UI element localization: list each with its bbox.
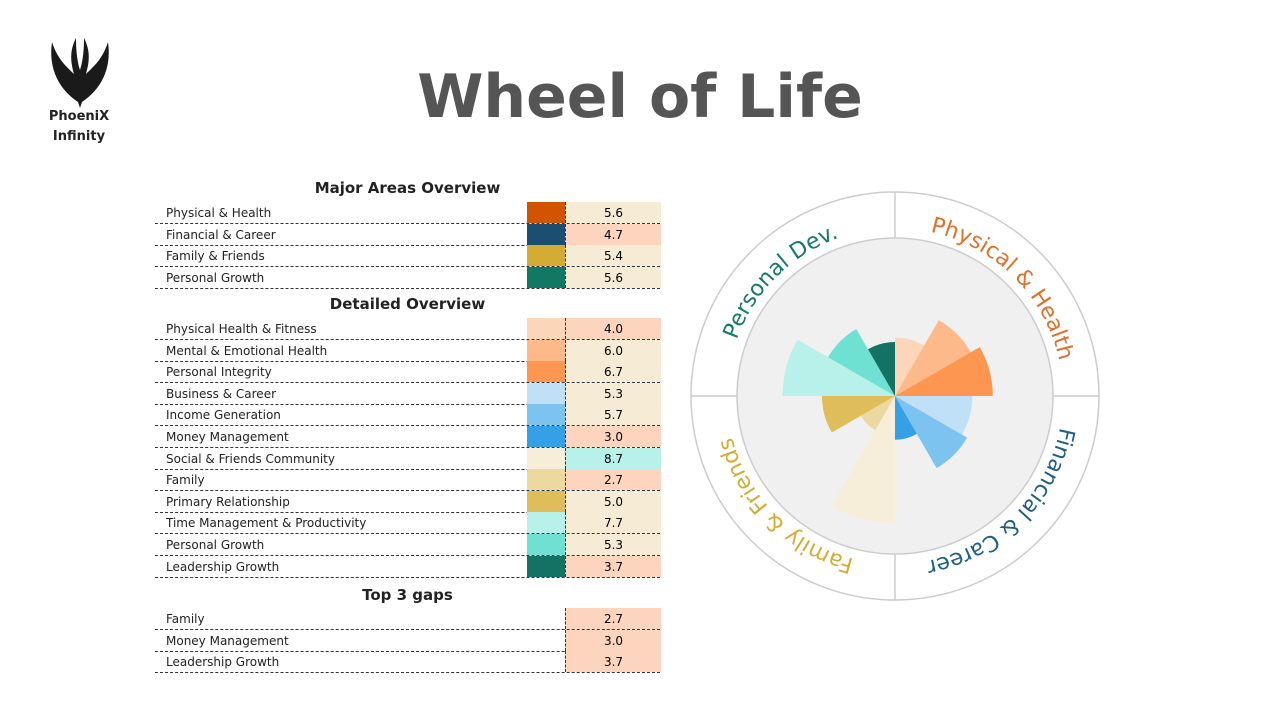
row-value: 8.7 <box>565 447 661 469</box>
color-swatch <box>527 202 565 223</box>
color-swatch <box>527 490 565 512</box>
row-label: Time Management & Productivity <box>166 516 367 531</box>
color-swatch <box>527 512 565 534</box>
row-value: 2.7 <box>565 469 661 491</box>
row-label: Business & Career <box>166 386 277 401</box>
wedge <box>895 396 973 435</box>
row-label: Family <box>166 473 205 488</box>
table-row: Leadership Growth 3.7 <box>155 555 661 578</box>
page-title: Wheel of Life <box>417 62 863 132</box>
table-row: Business & Career 5.3 <box>155 382 661 405</box>
row-value: 2.7 <box>565 608 661 629</box>
wedge <box>895 337 925 396</box>
color-swatch <box>527 447 565 469</box>
row-value: 6.7 <box>565 361 661 383</box>
row-value: 3.0 <box>565 426 661 447</box>
wedge <box>895 347 993 396</box>
color-swatch <box>527 534 565 555</box>
row-label: Personal Growth <box>166 270 265 285</box>
table-row: Family 2.7 <box>155 469 661 492</box>
table-row: Mental & Emotional Health 6.0 <box>155 339 661 362</box>
wedge <box>831 396 895 524</box>
color-swatch <box>527 361 565 383</box>
wedge <box>860 396 895 431</box>
wedge <box>782 339 895 396</box>
color-swatch <box>527 266 565 288</box>
table-row: Family & Friends 5.4 <box>155 245 661 268</box>
row-label: Family & Friends <box>166 249 265 264</box>
row-value: 3.0 <box>565 629 661 651</box>
row-label: Physical Health & Fitness <box>166 322 317 336</box>
row-value: 4.0 <box>565 318 661 339</box>
table-row: Income Generation 5.7 <box>155 404 661 427</box>
color-swatch <box>527 245 565 267</box>
color-swatch <box>527 318 565 339</box>
row-label: Family <box>166 612 205 626</box>
row-value: 6.0 <box>565 339 661 361</box>
row-value: 3.7 <box>565 555 661 577</box>
row-value: 5.4 <box>565 245 661 267</box>
row-value: 5.6 <box>565 202 661 223</box>
row-value: 3.7 <box>565 651 661 673</box>
row-value: 5.7 <box>565 404 661 426</box>
color-swatch <box>527 469 565 491</box>
wedge <box>827 328 895 396</box>
table-row: Time Management & Productivity 7.7 <box>155 512 661 535</box>
wedge <box>822 396 895 433</box>
table-row: Social & Friends Community 8.7 <box>155 447 661 470</box>
color-swatch <box>527 339 565 361</box>
row-label: Money Management <box>166 633 289 648</box>
color-swatch <box>527 555 565 577</box>
color-swatch <box>527 404 565 426</box>
section-title: Detailed Overview <box>329 295 486 313</box>
table-row: Personal Growth 5.3 <box>155 534 661 556</box>
logo: PhoeniX Infinity <box>49 38 109 144</box>
row-label: Leadership Growth <box>166 559 280 574</box>
section-title: Major Areas Overview <box>314 179 501 197</box>
row-value: 4.7 <box>565 223 661 245</box>
row-value: 5.3 <box>565 534 661 555</box>
row-label: Financial & Career <box>166 227 276 242</box>
row-label: Personal Integrity <box>166 365 272 380</box>
table-row: Personal Growth 5.6 <box>155 266 661 289</box>
color-swatch <box>527 426 565 447</box>
wedge <box>867 341 895 396</box>
brand-line: Infinity <box>53 129 106 144</box>
table-row: Primary Relationship 5.0 <box>155 490 661 513</box>
logo-mark <box>51 38 109 108</box>
row-label: Mental & Emotional Health <box>166 343 328 358</box>
row-label: Physical & Health <box>166 206 272 220</box>
row-label: Personal Growth <box>166 538 265 552</box>
row-value: 5.0 <box>565 490 661 512</box>
table-row: Personal Integrity 6.7 <box>155 361 661 384</box>
row-label: Income Generation <box>166 408 281 423</box>
wedge <box>895 396 968 469</box>
row-label: Leadership Growth <box>166 655 280 670</box>
table-row: Leadership Growth 3.7 <box>155 651 661 674</box>
color-swatch <box>527 223 565 245</box>
row-label: Primary Relationship <box>166 494 290 509</box>
wedge <box>895 320 971 396</box>
row-value: 5.6 <box>565 266 661 288</box>
table-row: Physical Health & Fitness 4.0 <box>155 318 661 340</box>
row-label: Social & Friends Community <box>166 451 335 466</box>
wedge <box>895 396 917 440</box>
brand-line: PhoeniX <box>49 109 109 124</box>
row-value: 7.7 <box>565 512 661 534</box>
table-row: Financial & Career 4.7 <box>155 223 661 246</box>
color-swatch <box>527 382 565 404</box>
table-row: Money Management 3.0 <box>155 426 661 448</box>
section-title: Top 3 gaps <box>362 586 453 604</box>
table-row: Money Management 3.0 <box>155 629 661 652</box>
row-label: Money Management <box>166 430 289 444</box>
table-row: Family 2.7 <box>155 608 661 630</box>
table-row: Physical & Health 5.6 <box>155 202 661 224</box>
row-value: 5.3 <box>565 382 661 404</box>
